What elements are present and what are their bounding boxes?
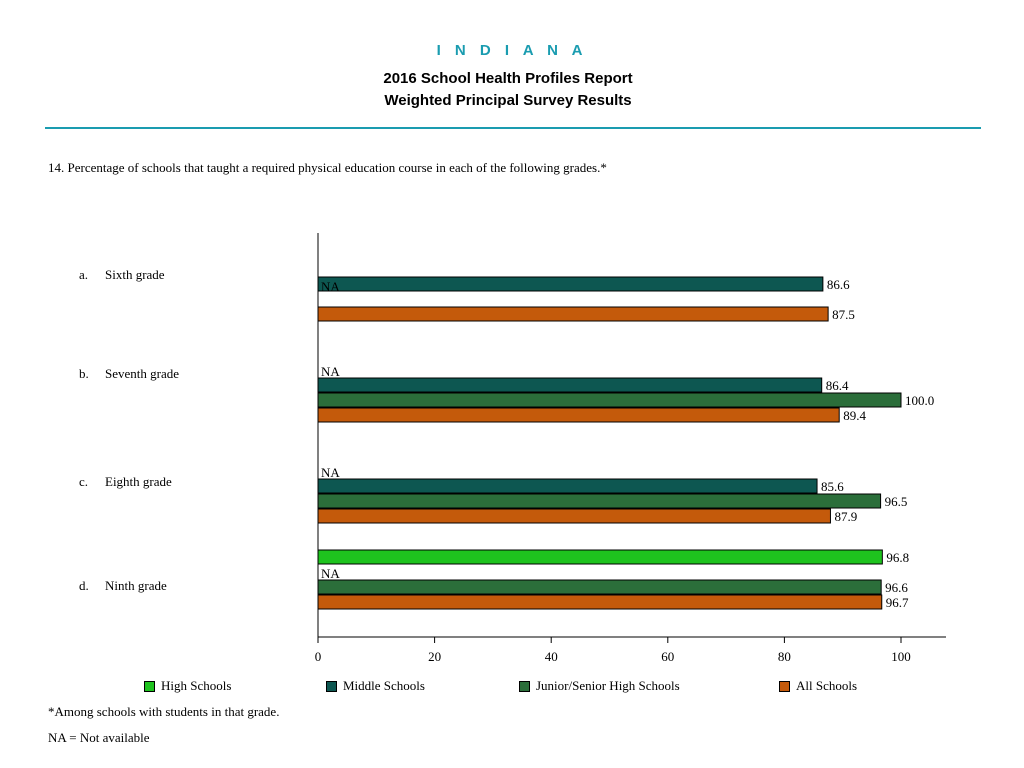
bar: [317, 579, 882, 595]
bar: [317, 549, 883, 565]
na-label: NA: [321, 279, 340, 294]
x-tick-label: 0: [315, 649, 322, 664]
category-letter: c.: [79, 474, 88, 489]
category-label: Sixth grade: [105, 267, 165, 282]
bar: [317, 594, 883, 610]
data-label: 100.0: [905, 393, 934, 408]
data-label: 86.4: [826, 378, 849, 393]
legend-label-junior-senior: Junior/Senior High Schools: [536, 678, 680, 693]
category-letter: b.: [79, 366, 89, 381]
x-tick-label: 100: [891, 649, 911, 664]
legend-swatch-high-schools: [144, 680, 155, 692]
bar: [317, 377, 823, 393]
data-label: 96.5: [885, 494, 908, 509]
category-letter: a.: [79, 267, 88, 282]
x-tick-label: 40: [545, 649, 558, 664]
na-label: NA: [321, 566, 340, 581]
data-label: 87.5: [832, 307, 855, 322]
bar: [317, 508, 831, 524]
category-letter: d.: [79, 578, 89, 593]
category-label: Ninth grade: [105, 578, 167, 593]
category-label: Eighth grade: [105, 474, 172, 489]
na-label: NA: [321, 465, 340, 480]
bar: [317, 478, 818, 494]
x-tick-label: 20: [428, 649, 441, 664]
data-label: 96.7: [886, 595, 909, 610]
legend-label-high-schools: High Schools: [161, 678, 232, 693]
legend-item-middle-schools: Middle Schools: [326, 678, 425, 694]
footnote-among: *Among schools with students in that gra…: [48, 704, 280, 719]
data-label: 89.4: [843, 408, 866, 423]
footnote-na: NA = Not available: [48, 730, 150, 745]
legend-item-high-schools: High Schools: [144, 678, 231, 694]
legend-item-junior-senior: Junior/Senior High Schools: [519, 678, 680, 694]
legend-label-middle-schools: Middle Schools: [343, 678, 425, 693]
header-divider: [45, 127, 981, 129]
state-name: I N D I A N A: [436, 42, 588, 59]
category-label: Seventh grade: [105, 366, 179, 381]
legend-swatch-all-schools: [779, 680, 790, 692]
data-label: 87.9: [834, 509, 857, 524]
legend-item-all-schools: All Schools: [779, 678, 857, 694]
report-title: 2016 School Health Profiles Report: [383, 70, 633, 87]
data-label: 96.8: [886, 550, 909, 565]
data-label: 85.6: [821, 479, 844, 494]
legend-swatch-middle-schools: [326, 680, 337, 692]
x-tick-label: 60: [661, 649, 674, 664]
report-subtitle: Weighted Principal Survey Results: [384, 92, 632, 109]
legend-swatch-junior-senior: [519, 680, 530, 692]
data-label: 96.6: [885, 580, 908, 595]
bar: [317, 306, 829, 322]
bar: [317, 493, 882, 509]
legend-label-all-schools: All Schools: [796, 678, 858, 693]
bar: [317, 276, 824, 292]
bar: [317, 407, 840, 423]
x-tick-label: 80: [778, 649, 791, 664]
question-text: 14. Percentage of schools that taught a …: [48, 160, 607, 175]
bar: [317, 392, 902, 408]
data-label: 86.6: [827, 277, 850, 292]
na-label: NA: [321, 364, 340, 379]
